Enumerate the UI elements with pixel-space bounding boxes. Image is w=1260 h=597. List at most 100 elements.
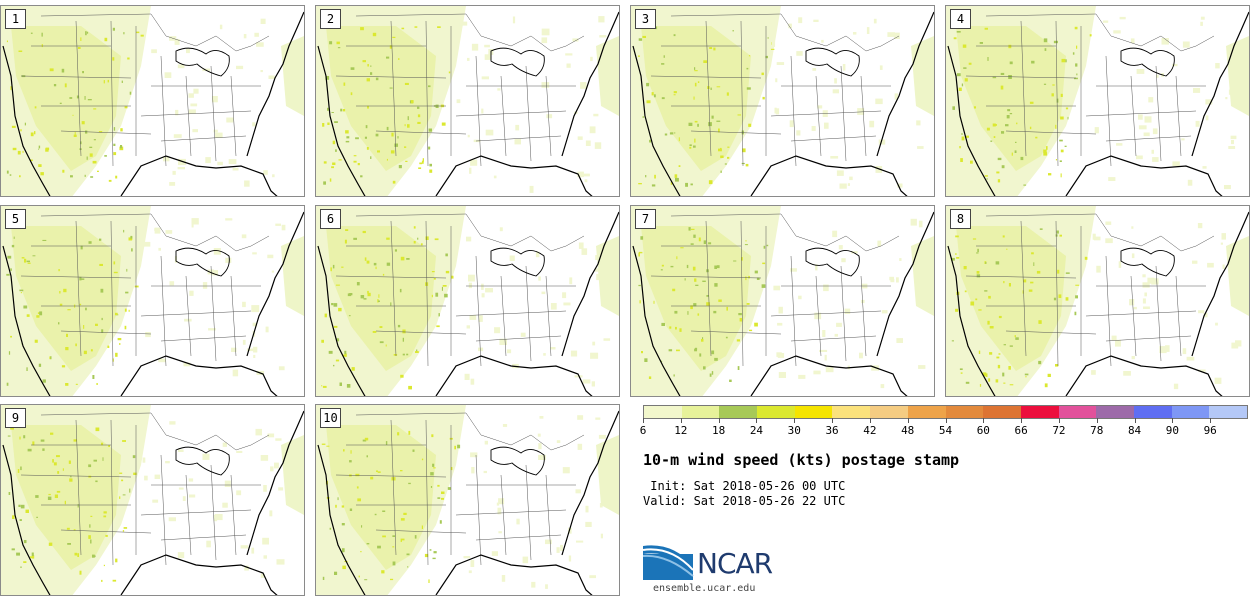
colorbar-tick [794,418,796,423]
coastlines [947,11,1249,196]
wind-shading [1,206,304,396]
colorbar-tick-label: 12 [674,424,688,437]
member-number: 4 [950,9,971,29]
colorbar-tick-label: 42 [863,424,877,437]
state-boundaries [965,13,1215,167]
colorbar-tick-label: 24 [749,424,764,437]
colorbar-tick [718,418,720,423]
colorbar-tick [1134,418,1136,423]
site-url: ensemble.ucar.edu [653,583,756,594]
chart-title: 10-m wind speed (kts) postage stamp [643,451,960,469]
colorbar-tick-label: 18 [712,424,726,437]
colorbar-tick-label: 6 [639,424,647,437]
wind-map [1,206,304,396]
colorbar-tick-label: 54 [938,424,953,437]
wind-shading [316,6,619,196]
colorbar-tick [869,418,871,423]
wind-shading [631,206,934,396]
member-panel-9: 9 [0,404,305,596]
member-number: 5 [5,209,26,229]
colorbar-tick-label: 30 [787,424,801,437]
wind-map [1,6,304,196]
colorbar-swatch [1171,406,1210,418]
coastlines [2,211,304,396]
colorbar-tick-label: 36 [825,424,839,437]
colorbar-swatch [945,406,984,418]
wind-map [316,206,619,396]
colorbar-tick-label: 84 [1127,424,1142,437]
wind-shading [946,6,1249,196]
member-panel-8: 8 [945,205,1250,397]
coastlines [317,11,619,196]
wind-map [946,206,1249,396]
member-number: 2 [320,9,341,29]
state-boundaries [335,213,585,367]
wind-map [631,6,934,196]
colorbar-tick-label: 90 [1165,424,1179,437]
wind-map [631,206,934,396]
colorbar-tick [643,418,644,423]
colorbar-tick [680,418,682,423]
member-number: 7 [635,209,656,229]
wind-shading [1,405,304,595]
colorbar-tick-label: 48 [901,424,915,437]
colorbar-swatch [757,406,795,418]
coastlines [632,11,934,196]
wind-shading [946,206,1249,396]
ncar-logo [643,545,694,580]
colorbar-swatch [1133,406,1172,418]
coastlines [632,211,934,396]
coastlines [2,410,304,595]
colorbar-tick [907,418,909,423]
colorbar-swatch [870,406,908,418]
colorbar-swatch [1096,406,1134,418]
member-number: 3 [635,9,656,29]
member-panel-5: 5 [0,205,305,397]
colorbar-swatch [794,406,833,418]
colorbar-swatch [644,406,682,418]
colorbar-tick [945,418,947,423]
wind-shading [316,405,619,595]
member-number: 1 [5,9,26,29]
wind-shading [631,6,934,196]
state-boundaries [335,13,585,167]
colorbar-tick [1021,418,1023,423]
wind-map [316,6,619,196]
state-boundaries [20,13,270,167]
colorbar-swatch [983,406,1021,418]
wind-map [316,405,619,595]
wind-map [1,405,304,595]
state-boundaries [20,412,270,566]
colorbar-tick [832,418,834,423]
state-boundaries [650,213,900,367]
member-number: 9 [5,408,26,428]
member-number: 8 [950,209,971,229]
colorbar-swatch [1058,406,1097,418]
wind-map [946,6,1249,196]
member-panel-2: 2 [315,5,620,197]
state-boundaries [335,412,585,566]
colorbar-tick-label: 66 [1014,424,1028,437]
member-panel-3: 3 [630,5,935,197]
member-panel-4: 4 [945,5,1250,197]
colorbar-swatch [832,406,871,418]
state-boundaries [20,213,270,367]
coastlines [317,410,619,595]
coastlines [947,211,1249,396]
colorbar-tick [983,418,985,423]
member-panel-6: 6 [315,205,620,397]
colorbar-tick [1096,418,1098,423]
ncar-logo-text: NCAR [697,547,773,580]
colorbar [643,405,1248,419]
colorbar-swatch [907,406,946,418]
colorbar-tick-label: 72 [1052,424,1066,437]
member-number: 10 [320,408,341,428]
coastlines [2,11,304,196]
state-boundaries [965,213,1215,367]
colorbar-swatch [1209,406,1247,418]
coastlines [317,211,619,396]
colorbar-tick-label: 60 [976,424,990,437]
colorbar-swatch [719,406,758,418]
init-time: Init: Sat 2018-05-26 00 UTC [643,479,846,493]
member-number: 6 [320,209,341,229]
